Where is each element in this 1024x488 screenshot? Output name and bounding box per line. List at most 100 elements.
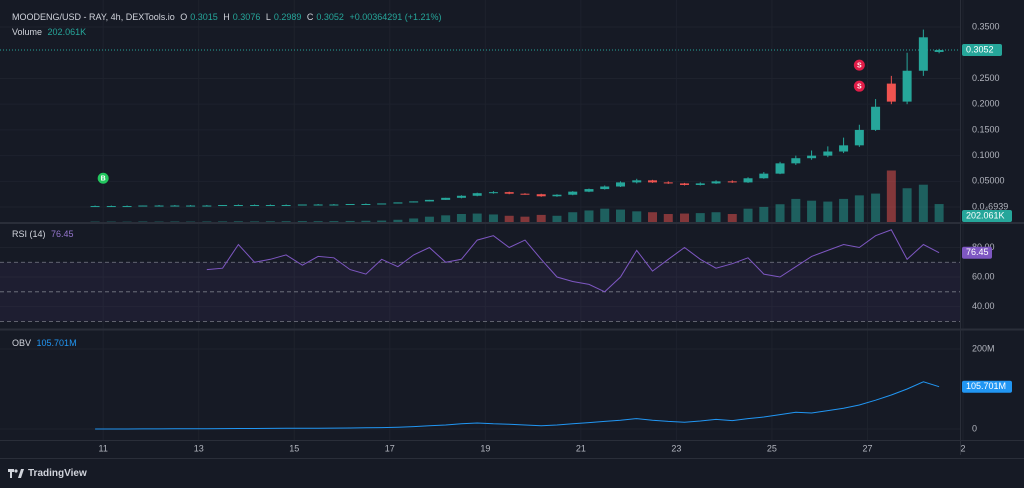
candle-body <box>711 181 721 184</box>
candle-body <box>568 191 578 195</box>
candle-body <box>886 83 896 102</box>
volume-bar <box>441 215 451 222</box>
candle-body <box>918 37 928 71</box>
candle-body <box>122 206 132 208</box>
last-value-label: 76.45 <box>966 247 989 257</box>
candle-body <box>759 173 769 179</box>
x-tick-label: 23 <box>671 443 681 453</box>
y-tick-label: 0.0₄6939 <box>972 201 1008 211</box>
last-price-label-box <box>962 44 1002 57</box>
ohlc-value: 0.3015 <box>190 12 218 22</box>
y-tick-label: 0.1500 <box>972 124 1000 134</box>
y-tick-label: 200M <box>972 343 995 353</box>
candle-body <box>823 151 833 156</box>
candle-body <box>441 197 451 200</box>
volume-bar <box>839 198 849 222</box>
ohlc-value: 0.3052 <box>316 12 344 22</box>
volume-bar <box>393 219 403 222</box>
volume-bar <box>759 206 769 222</box>
candle-body <box>648 180 658 183</box>
y-tick-label: 0.1000 <box>972 150 1000 160</box>
volume-bar <box>791 198 801 222</box>
volume-bar <box>424 216 434 222</box>
candle-body <box>313 204 323 206</box>
candle-body <box>154 205 164 207</box>
candle-body <box>90 206 100 208</box>
volume-bar <box>504 215 514 222</box>
volume-bar <box>218 221 228 222</box>
ohlc-key: C <box>306 12 314 22</box>
volume-bar <box>711 212 721 222</box>
volume-bar <box>902 188 912 222</box>
x-tick-label: 27 <box>862 443 872 453</box>
last-value-label-box <box>962 380 1012 393</box>
volume-bar <box>871 193 881 222</box>
y-tick-label: 0.05000 <box>972 176 1005 186</box>
volume-bar <box>663 214 673 222</box>
ohlc-key: H <box>223 12 230 22</box>
last-value-label: 105.701M <box>966 381 1006 391</box>
signal-label: B <box>101 176 106 183</box>
candle-body <box>170 205 180 207</box>
x-tick-label: 2 <box>960 443 965 453</box>
volume-bar <box>488 214 498 222</box>
candle-body <box>297 204 307 206</box>
volume-bar <box>918 184 928 222</box>
signal-marker <box>852 58 866 72</box>
y-tick-label: 0.2000 <box>972 99 1000 109</box>
volume-bar <box>648 212 658 222</box>
volume-bar <box>281 221 291 222</box>
volume-bar <box>377 220 387 222</box>
candle-body <box>616 182 626 187</box>
candle-body <box>281 205 291 207</box>
candle-body <box>600 186 610 190</box>
candle-body <box>361 203 371 205</box>
ohlc-value: 0.2989 <box>273 12 302 22</box>
rsi-legend: RSI (14) 76.45 <box>12 229 77 239</box>
volume-bar <box>775 204 785 222</box>
candle-body <box>695 183 705 185</box>
volume-bar <box>854 195 864 222</box>
x-tick-label: 25 <box>767 443 777 453</box>
candle-body <box>839 145 849 152</box>
volume-bar <box>138 221 148 222</box>
volume-bar <box>934 204 944 222</box>
candle-body <box>854 129 864 146</box>
volume-bar <box>472 213 482 222</box>
x-tick-label: 21 <box>576 443 586 453</box>
candle-body <box>345 203 355 205</box>
candle-body <box>807 155 817 159</box>
candle-body <box>791 158 801 164</box>
obv-legend: OBV 105.701M <box>12 338 80 348</box>
volume-bar <box>361 220 371 222</box>
main-legend: MOODENG/USD - RAY, 4h, DEXTools.io O 0.30… <box>12 12 445 22</box>
candle-body <box>138 205 148 207</box>
candle-body <box>680 183 690 185</box>
volume-bar <box>536 214 546 222</box>
y-tick-label: 40.00 <box>972 301 995 311</box>
candle-body <box>329 204 339 206</box>
volume-bar <box>727 214 737 222</box>
candle-body <box>552 194 562 197</box>
candle-body <box>632 180 642 183</box>
y-tick-label: 60.00 <box>972 271 995 281</box>
candle-body <box>377 203 387 205</box>
candle-body <box>106 206 116 208</box>
last-volume-label-box <box>962 210 1012 222</box>
candle-body <box>218 205 228 207</box>
candle-body <box>743 178 753 183</box>
candle-body <box>233 205 243 207</box>
volume-bar <box>807 200 817 222</box>
volume-bar <box>345 220 355 222</box>
signal-marker <box>96 171 110 185</box>
candle-body <box>584 189 594 192</box>
x-tick-label: 11 <box>99 443 108 453</box>
candle-body <box>520 193 530 195</box>
candle-body <box>456 195 466 198</box>
volume-bar <box>823 201 833 222</box>
volume-bar <box>568 212 578 222</box>
candle-body <box>472 193 482 196</box>
indicator-line <box>206 229 940 293</box>
